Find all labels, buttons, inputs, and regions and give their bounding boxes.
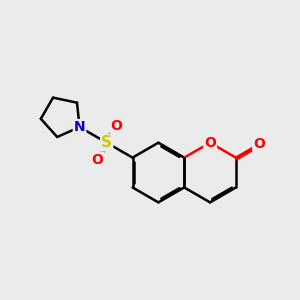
Text: O: O [91, 152, 103, 167]
Text: S: S [101, 135, 112, 150]
Text: O: O [204, 136, 216, 150]
Text: O: O [253, 137, 265, 151]
Text: O: O [110, 119, 122, 133]
Text: N: N [74, 120, 85, 134]
